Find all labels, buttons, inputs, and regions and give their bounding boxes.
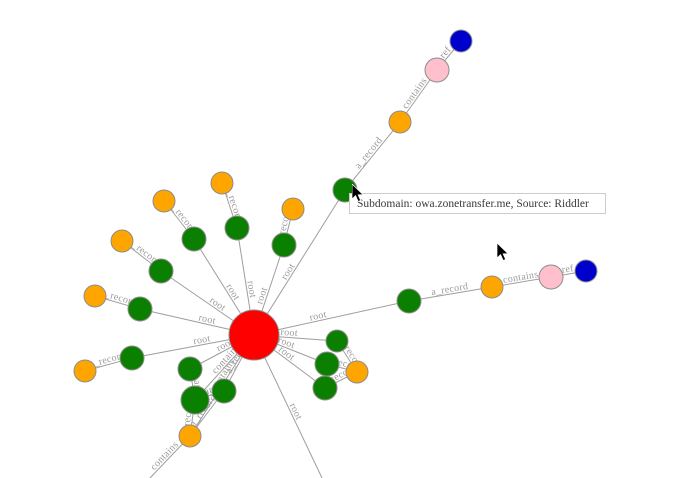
edge-label: root (192, 333, 211, 347)
graph-node-subdomain[interactable] (312, 375, 338, 401)
edge-label: root (287, 402, 304, 422)
edge-label: contains (502, 269, 539, 286)
graph-node-ip[interactable] (480, 275, 504, 299)
graph-node-subdomain[interactable] (224, 215, 250, 241)
graph-node-subdomain[interactable] (177, 356, 203, 382)
graph-node-asn[interactable] (574, 259, 598, 283)
graph-node-subdomain[interactable] (314, 351, 340, 377)
edge-label: root (279, 261, 298, 282)
graph-edge (344, 121, 401, 191)
edge-label: a_record (430, 281, 469, 298)
graph-edge (253, 334, 323, 478)
graph-node-ip[interactable] (388, 110, 412, 134)
edge-label: root (197, 312, 216, 327)
graph-node-subdomain[interactable] (271, 232, 297, 258)
graph-node-ip[interactable] (83, 284, 107, 308)
graph-node-subdomain[interactable] (181, 226, 207, 252)
nodes-layer[interactable] (73, 29, 598, 448)
edge-label: root (245, 280, 259, 299)
graph-node-netblock[interactable] (538, 264, 564, 290)
graph-edge (408, 286, 493, 302)
graph-node-ip[interactable] (178, 424, 202, 448)
edge-labels-layer: roota_recordcontainsrefroota_recordconta… (88, 44, 575, 473)
graph-node-subdomain[interactable] (396, 288, 422, 314)
edge-label: root (207, 295, 227, 314)
graph-edge (253, 300, 410, 336)
graph-node-ip[interactable] (110, 229, 134, 253)
graph-node-subdomain[interactable] (127, 296, 153, 322)
edge-label: a_record (353, 135, 385, 171)
edge-label: contains (148, 439, 181, 472)
graph-node-subdomain[interactable] (119, 345, 145, 371)
edge-label: root (309, 309, 328, 323)
edge-label: root (280, 327, 298, 339)
graph-node-asn[interactable] (449, 29, 473, 53)
edge-label: ref (561, 263, 575, 276)
graph-node-ip[interactable] (152, 189, 176, 213)
edge-label: root (223, 282, 242, 303)
tooltip-text: Subdomain: owa.zonetransfer.me, Source: … (357, 198, 589, 210)
node-tooltip: Subdomain: owa.zonetransfer.me, Source: … (349, 193, 606, 214)
graph-node-ip[interactable] (281, 197, 305, 221)
graph-node-subdomain[interactable] (180, 385, 210, 415)
graph-node-subdomain[interactable] (211, 378, 237, 404)
graph-edge (253, 189, 346, 336)
graph-node-root[interactable] (228, 309, 280, 361)
graph-node-subdomain[interactable] (148, 258, 174, 284)
edge-label: contains (400, 76, 430, 111)
graph-node-netblock[interactable] (424, 57, 450, 83)
graph-node-ip[interactable] (210, 171, 234, 195)
graph-node-ip[interactable] (73, 359, 97, 383)
graph-node-ip[interactable] (345, 360, 369, 384)
edge-label: root (254, 286, 270, 306)
graph-node-subdomain[interactable] (325, 329, 349, 353)
